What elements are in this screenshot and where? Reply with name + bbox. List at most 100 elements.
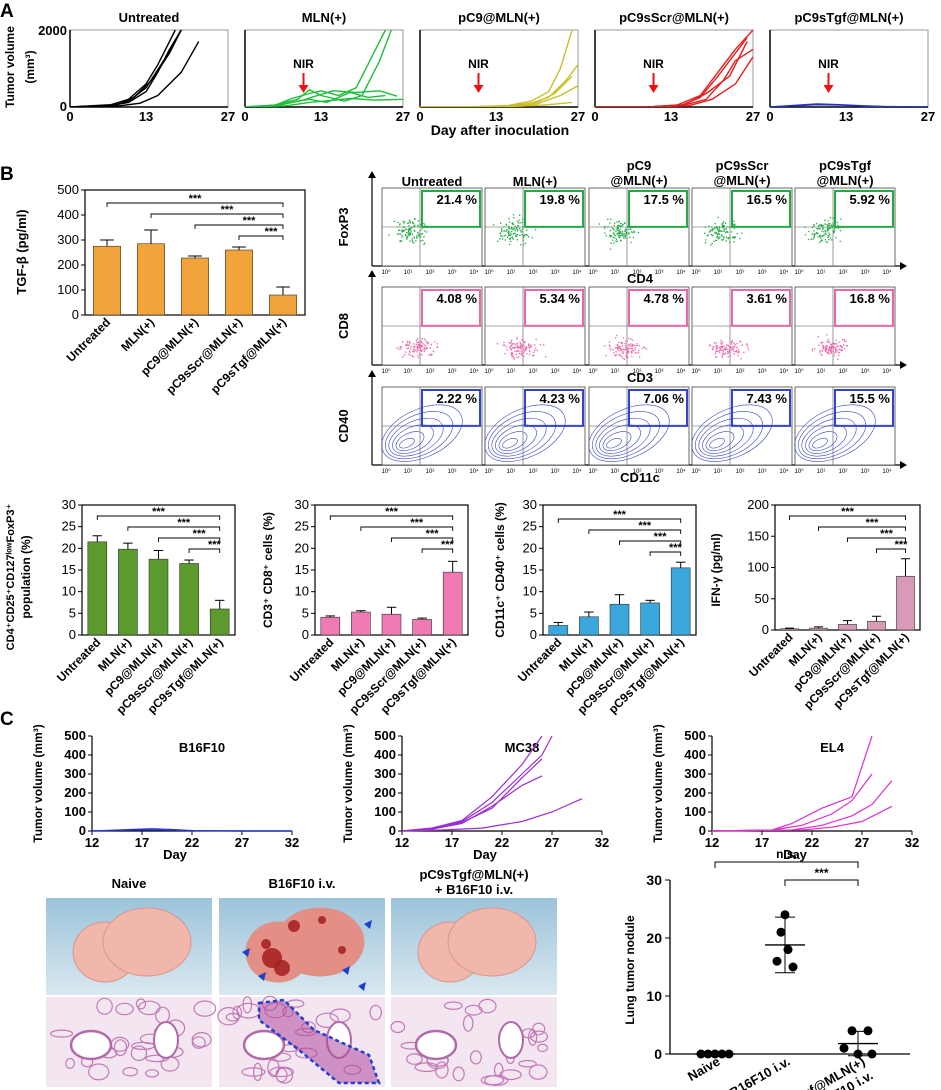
y-tick-label: 0	[699, 823, 706, 838]
flow-event-dot	[835, 237, 837, 239]
flow-event-dot	[411, 238, 413, 240]
alveolus	[96, 997, 113, 1015]
flow-contour	[602, 431, 632, 452]
flow-event-dot	[839, 345, 841, 347]
flow-event-dot	[406, 232, 408, 234]
flow-event-dot	[827, 235, 829, 237]
flow-gate	[834, 190, 894, 228]
flow-event-dot	[831, 225, 833, 227]
flow-event-dot	[825, 241, 827, 243]
flow-tick-label: 10¹	[817, 369, 826, 375]
flow-event-dot	[420, 233, 422, 235]
alveolus	[414, 1062, 439, 1073]
flow-event-dot	[833, 342, 835, 344]
flow-event-dot	[627, 350, 629, 352]
flow-event-dot	[804, 234, 807, 236]
flow-event-dot	[417, 349, 419, 351]
flow-tick-label: 10²	[633, 469, 642, 475]
flow-gate	[731, 190, 791, 228]
nir-label: NIR	[818, 57, 839, 71]
flow-event-dot	[834, 343, 836, 345]
y-tick-label: 200	[64, 785, 86, 800]
flow-x-label: CD11c	[620, 470, 660, 485]
flow-event-dot	[412, 222, 414, 224]
flow-event-dot	[516, 346, 518, 349]
flow-event-dot	[813, 224, 815, 226]
flow-event-dot	[413, 345, 416, 347]
flow-event-dot	[412, 225, 415, 227]
flow-event-dot	[496, 343, 499, 345]
y-tick-label: 0	[654, 1046, 662, 1062]
flow-event-dot	[810, 238, 812, 240]
flow-event-dot	[523, 355, 525, 358]
flow-event-dot	[708, 231, 710, 233]
flow-event-dot	[624, 235, 627, 237]
flow-tick-label: 10¹	[404, 270, 413, 276]
flow-event-dot	[721, 235, 723, 237]
flow-event-dot	[721, 239, 723, 241]
y-tick-label: 0	[72, 307, 79, 322]
alveolus	[529, 1030, 548, 1043]
flow-event-dot	[624, 230, 626, 232]
x-tick-label: 27	[746, 109, 760, 124]
nodule-arrowhead	[358, 982, 366, 991]
bar-3	[640, 602, 660, 636]
flow-event-dot	[718, 232, 720, 235]
flow-tick-label: 10³	[655, 469, 664, 475]
flow-event-dot	[509, 238, 511, 240]
flow-event-dot	[717, 238, 719, 240]
flow-event-dot	[734, 346, 736, 348]
flow-event-dot	[518, 353, 521, 355]
flow-event-dot	[826, 227, 828, 229]
flow-gate	[628, 289, 688, 327]
flow-event-dot	[419, 344, 422, 346]
flow-event-dot	[417, 233, 419, 235]
y-axis-label: CD11c⁺ CD40⁺ cells (%)	[493, 502, 507, 637]
flow-event-dot	[604, 225, 606, 228]
flow-event-dot	[835, 347, 837, 349]
flow-contour	[502, 437, 518, 449]
flow-tick-label: 10⁴	[779, 468, 789, 475]
category-label: pC9sTgf@MLN(+)	[208, 315, 289, 396]
flow-event-dot	[514, 225, 516, 227]
alveolus	[65, 1057, 75, 1069]
flow-event-dot	[412, 356, 414, 358]
flow-event-dot	[512, 347, 514, 349]
panel-letter-c: C	[0, 709, 14, 730]
flow-tick-label: 10²	[633, 369, 642, 375]
bar-0	[548, 625, 569, 636]
flow-tick-label: 10⁴	[779, 368, 789, 375]
flow-event-dot	[517, 350, 519, 352]
flow-event-dot	[828, 222, 830, 225]
bar-2	[148, 558, 169, 636]
flow-event-dot	[502, 344, 504, 346]
significance-label: ***	[880, 528, 894, 540]
flow-event-dot	[621, 351, 623, 353]
flow-column-title: pC9sTgf	[819, 158, 872, 173]
flow-event-dot	[515, 228, 517, 230]
bar-0	[780, 628, 799, 631]
flow-event-dot	[813, 234, 815, 236]
flow-event-dot	[641, 347, 644, 350]
flow-event-dot	[420, 240, 422, 242]
flow-event-dot	[723, 224, 725, 226]
flow-event-dot	[416, 347, 418, 349]
x-tick-label: 12	[395, 835, 409, 850]
flow-event-dot	[517, 349, 519, 352]
flow-event-dot	[727, 351, 729, 353]
bar-0	[93, 245, 121, 316]
flow-x-arrow	[900, 361, 907, 369]
flow-event-dot	[409, 351, 411, 353]
flow-event-dot	[739, 340, 741, 342]
flow-contour	[381, 404, 463, 462]
series-line-m2	[770, 103, 928, 107]
flow-event-dot	[511, 352, 513, 354]
flow-event-dot	[416, 341, 418, 344]
flow-event-dot	[723, 238, 725, 240]
flow-event-dot	[709, 344, 711, 346]
flow-tick-label: 10¹	[611, 469, 620, 475]
bar-3	[867, 620, 886, 631]
flow-event-dot	[736, 350, 738, 352]
flow-event-dot	[715, 344, 717, 346]
flow-event-dot	[820, 240, 822, 242]
